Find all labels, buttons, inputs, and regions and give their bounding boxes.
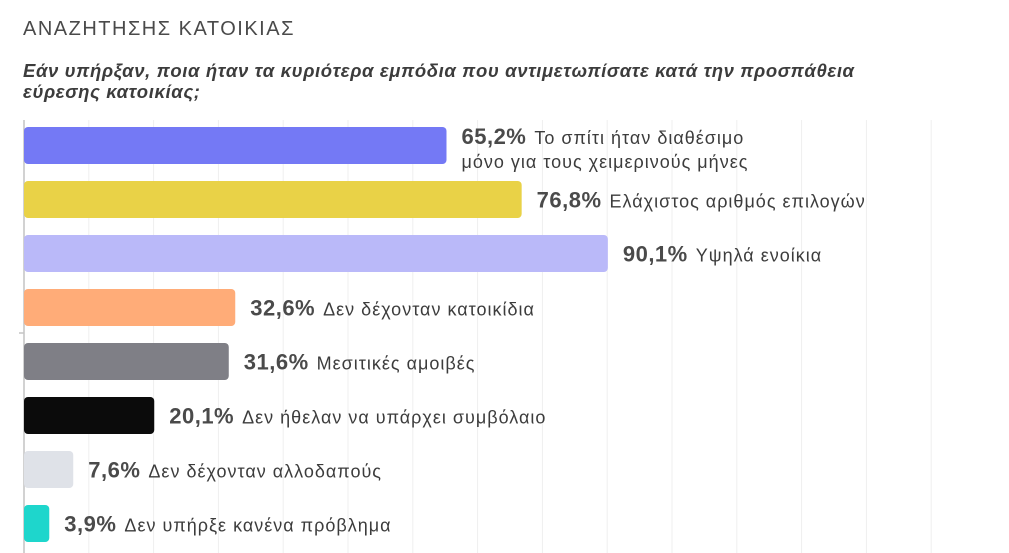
bar-category-label: Δεν δέχονταν αλλοδαπούς: [148, 462, 382, 482]
bar-category-label: Ελάχιστος αριθμός επιλογών: [610, 192, 866, 212]
bar: [24, 289, 236, 326]
bar-value-label: 65,2%: [461, 124, 526, 149]
bar: [24, 235, 608, 272]
section-title: ΑΝΑΖΗΤΗΣΗΣ ΚΑΤΟΙΚΙΑΣ: [23, 18, 295, 40]
bar-category-label: Δεν υπήρξε κανένα πρόβλημα: [124, 516, 391, 536]
chart-title: Εάν υπήρξαν, ποια ήταν τα κυριότερα εμπό…: [23, 60, 855, 102]
bar-value-label: 7,6%: [88, 458, 140, 483]
bar: [24, 127, 447, 164]
chart-bars: [24, 127, 608, 542]
bar-value-label: 3,9%: [64, 512, 116, 537]
bar-category-label: Δεν ήθελαν να υπάρχει συμβόλαιο: [242, 408, 546, 428]
chart-axis: [19, 120, 25, 553]
bar: [24, 181, 522, 218]
bar-category-label: μόνο για τους χειμερινούς μήνες: [461, 152, 748, 172]
bar-value-label: 31,6%: [244, 350, 309, 375]
bar: [24, 451, 74, 488]
bar-category-label: Το σπίτι ήταν διαθέσιμο: [534, 128, 744, 148]
bar-category-label: Υψηλά ενοίκια: [696, 246, 822, 266]
bar-value-label: 90,1%: [623, 242, 688, 267]
bar-value-label: 76,8%: [537, 188, 602, 213]
chart-labels: 65,2% Το σπίτι ήταν διαθέσιμο μόνο για του…: [64, 124, 866, 537]
bar-value-label: 20,1%: [169, 404, 234, 429]
bar: [24, 397, 155, 434]
bar: [24, 505, 50, 542]
bar: [24, 343, 229, 380]
bar-category-label: Δεν δέχονταν κατοικίδια: [323, 300, 535, 320]
bar-value-label: 32,6%: [250, 296, 315, 321]
bar-category-label: Μεσιτικές αμοιβές: [317, 354, 476, 374]
